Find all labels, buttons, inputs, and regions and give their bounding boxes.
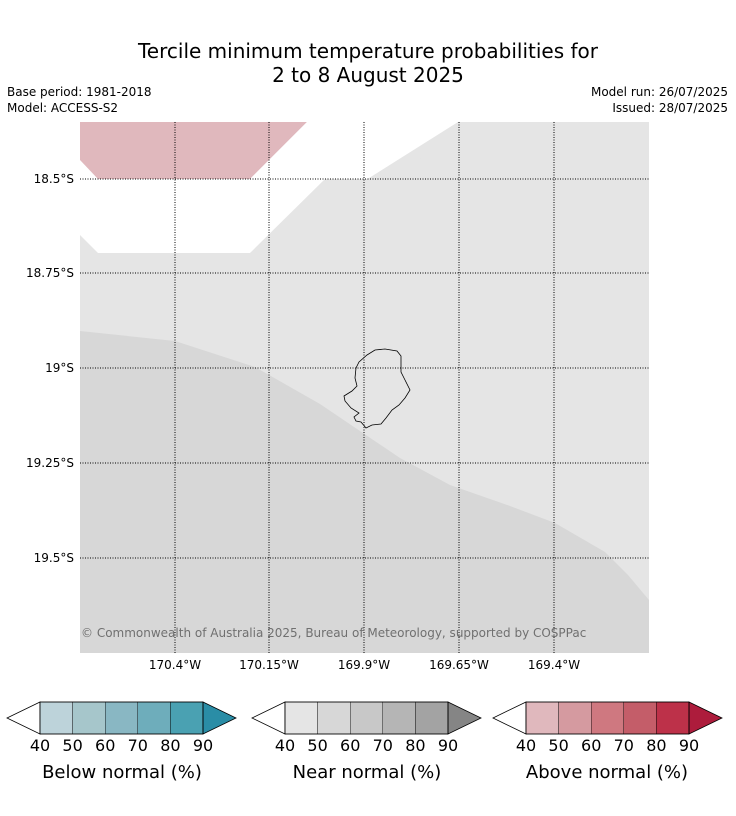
colorbar-extend-min xyxy=(251,701,286,735)
model-text: Model: ACCESS-S2 xyxy=(7,101,119,115)
latitude-labels: 18.5°S 18.75°S 19°S 19.25°S 19.5°S xyxy=(26,172,74,565)
colorbar-extend-max xyxy=(688,701,723,735)
colorbar-tick-label: 80 xyxy=(160,736,180,755)
colorbar-tick-label: 40 xyxy=(275,736,295,755)
base-period-text: Base period: 1981-2018 xyxy=(7,85,152,99)
colorbar-tick-label: 80 xyxy=(646,736,666,755)
lat-label: 19.5°S xyxy=(34,551,74,565)
colorbar-tick-label: 90 xyxy=(438,736,458,755)
colorbar-segment xyxy=(558,701,592,735)
colorbar-tick-label: 50 xyxy=(548,736,568,755)
lon-label: 170.4°W xyxy=(149,658,201,672)
no-dominant-region-upper xyxy=(250,122,458,179)
colorbar-tick-label: 60 xyxy=(340,736,360,755)
colorbar-tick-label: 40 xyxy=(30,736,50,755)
colorbar-tick-label: 80 xyxy=(405,736,425,755)
niue-island-outline xyxy=(343,348,411,429)
copyright-text: © Commonwealth of Australia 2025, Bureau… xyxy=(81,626,586,640)
colorbar-below-normal: Below normal (%) 40 50 60 70 80 90 xyxy=(6,701,237,783)
colorbar-tick-label: 50 xyxy=(307,736,327,755)
lat-label: 19°S xyxy=(45,361,74,375)
lon-label: 169.4°W xyxy=(528,658,580,672)
colorbar-tick-label: 70 xyxy=(614,736,634,755)
colorbar-segment xyxy=(591,701,625,735)
colorbar-tick-label: 60 xyxy=(581,736,601,755)
lon-label: 170.15°W xyxy=(239,658,299,672)
colorbar-tick-label: 70 xyxy=(373,736,393,755)
colorbar-above-normal: Above normal (%) 40 50 60 70 80 90 xyxy=(492,701,723,783)
colorbar-label: Above normal (%) xyxy=(526,762,688,783)
colorbar-segment xyxy=(623,701,657,735)
colorbar-segment xyxy=(72,701,106,735)
colorbar-extend-max xyxy=(447,701,482,735)
colorbar-near-normal: Near normal (%) 40 50 60 70 80 90 xyxy=(251,701,482,783)
colorbar-segment xyxy=(137,701,171,735)
colorbar-segment xyxy=(317,701,351,735)
colorbar-segment xyxy=(39,701,73,735)
colorbar-tick-label: 70 xyxy=(128,736,148,755)
colorbar-tick-label: 90 xyxy=(679,736,699,755)
colorbar-label: Below normal (%) xyxy=(42,762,202,783)
issued-text: Issued: 28/07/2025 xyxy=(612,101,728,115)
map-area: © Commonwealth of Australia 2025, Bureau… xyxy=(80,122,649,653)
longitude-labels: 170.4°W 170.15°W 169.9°W 169.65°W 169.4°… xyxy=(149,658,580,672)
colorbar-label: Near normal (%) xyxy=(293,762,442,783)
colorbar-extend-max xyxy=(202,701,237,735)
colorbar-segment xyxy=(170,701,204,735)
above-normal-region xyxy=(80,122,307,179)
colorbar-extend-min xyxy=(6,701,41,735)
colorbar-tick-label: 60 xyxy=(95,736,115,755)
colorbar-tick-label: 50 xyxy=(62,736,82,755)
lon-label: 169.65°W xyxy=(429,658,489,672)
lat-label: 19.25°S xyxy=(26,456,74,470)
lat-label: 18.75°S xyxy=(26,266,74,280)
colorbar-tick-label: 90 xyxy=(193,736,213,755)
colorbar-extend-min xyxy=(492,701,527,735)
colorbar-segment xyxy=(656,701,690,735)
title-line-1: Tercile minimum temperature probabilitie… xyxy=(137,39,599,63)
graticule xyxy=(80,122,649,653)
title-line-2: 2 to 8 August 2025 xyxy=(272,63,464,87)
colorbar-tick-label: 40 xyxy=(516,736,536,755)
colorbar-segment xyxy=(350,701,384,735)
colorbar-segment xyxy=(104,701,138,735)
lat-label: 18.5°S xyxy=(34,172,74,186)
model-run-text: Model run: 26/07/2025 xyxy=(590,85,728,99)
colorbar-segment xyxy=(382,701,416,735)
colorbar-outline xyxy=(39,701,204,735)
colorbar-outline xyxy=(284,701,449,735)
colorbar-outline xyxy=(525,701,690,735)
lon-label: 169.9°W xyxy=(338,658,390,672)
colorbar-segment xyxy=(525,701,559,735)
colorbar-segment xyxy=(415,701,449,735)
colorbar-segment xyxy=(284,701,318,735)
